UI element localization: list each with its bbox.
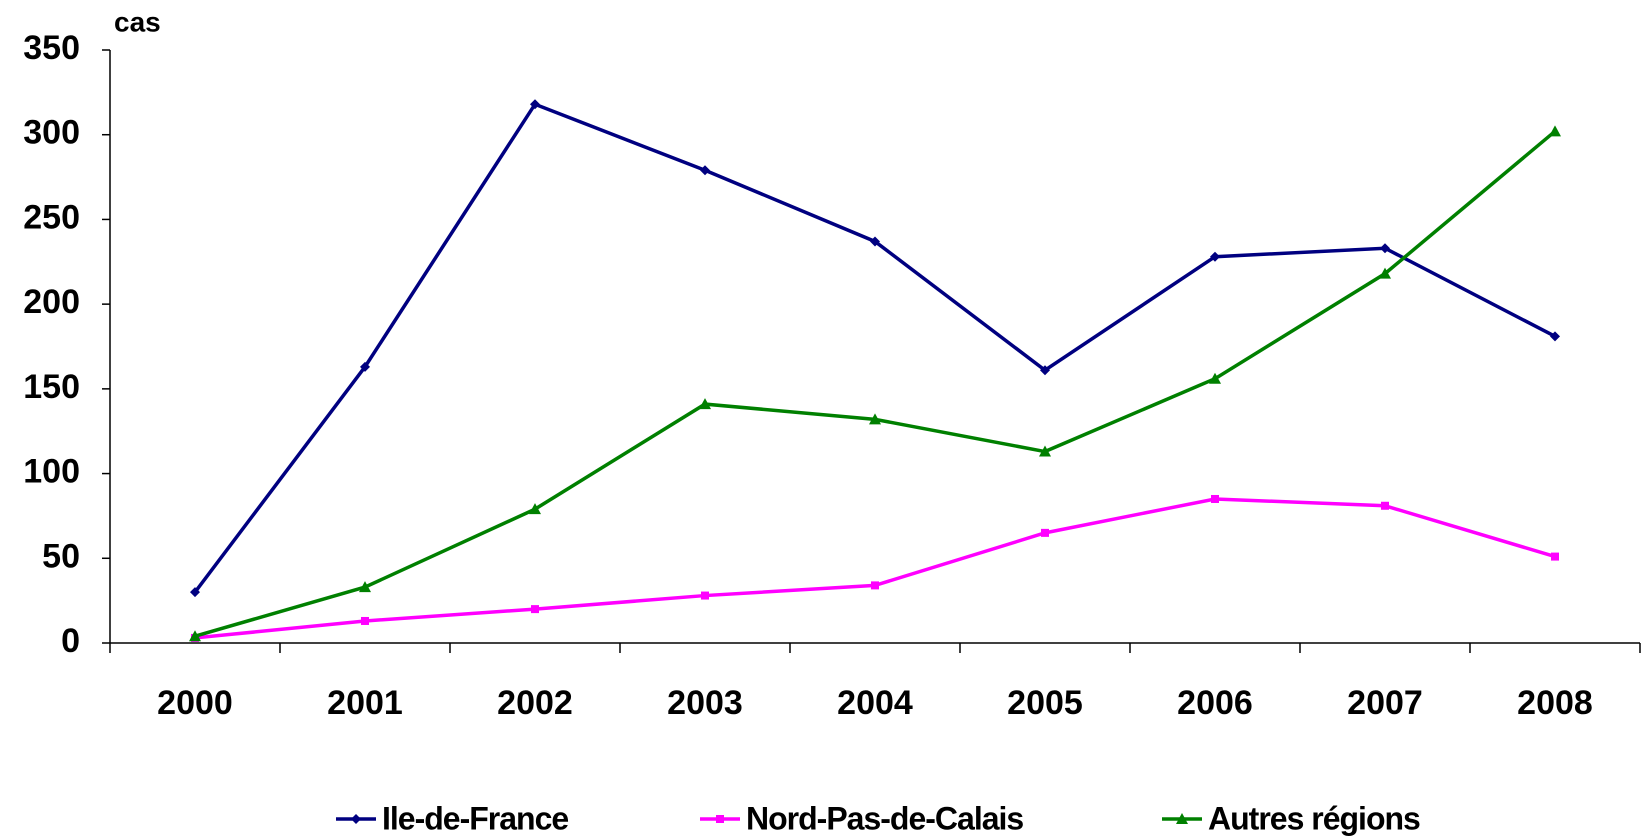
x-tick-label: 2004	[837, 684, 913, 722]
x-tick-label: 2008	[1517, 684, 1593, 722]
marker	[1550, 331, 1560, 342]
marker	[1041, 528, 1049, 537]
marker	[1039, 445, 1051, 457]
y-tick-label: 100	[23, 453, 80, 491]
marker	[1040, 365, 1050, 376]
marker	[871, 581, 879, 590]
legend-label: Nord-Pas-de-Calais	[746, 800, 1023, 836]
legend-marker	[716, 815, 724, 823]
y-tick-label: 250	[23, 198, 80, 236]
x-tick-label: 2006	[1177, 684, 1253, 722]
y-axis-label: cas	[114, 6, 161, 37]
series-line	[194, 497, 1556, 640]
x-tick-label: 2002	[497, 684, 573, 722]
y-tick-label: 50	[42, 537, 80, 575]
marker	[190, 587, 200, 598]
marker	[1209, 372, 1221, 384]
marker	[1379, 267, 1391, 279]
x-tick-label: 2007	[1347, 684, 1423, 722]
marker	[700, 165, 710, 176]
marker	[360, 361, 370, 372]
marker	[1381, 501, 1389, 510]
marker	[870, 236, 880, 247]
x-tick-label: 2000	[157, 684, 233, 722]
x-tick-label: 2003	[667, 684, 743, 722]
legend-label: Autres régions	[1208, 800, 1420, 836]
x-tick-label: 2005	[1007, 684, 1083, 722]
marker	[529, 503, 541, 515]
y-tick-label: 200	[23, 283, 80, 321]
marker	[531, 605, 539, 614]
legend-marker	[351, 814, 361, 824]
y-tick-label: 0	[61, 622, 80, 660]
y-tick-label: 300	[23, 114, 80, 152]
series-line	[194, 129, 1557, 638]
marker	[530, 99, 540, 110]
marker	[189, 630, 201, 642]
marker	[359, 581, 371, 593]
series-line	[193, 102, 1556, 594]
y-tick-label: 150	[23, 368, 80, 406]
marker	[1210, 251, 1220, 262]
x-tick-label: 2001	[327, 684, 403, 722]
marker	[1549, 125, 1561, 137]
y-tick-label: 350	[23, 29, 80, 67]
marker	[699, 398, 711, 410]
marker	[701, 591, 709, 600]
marker	[1551, 552, 1559, 561]
marker	[869, 413, 881, 425]
legend-marker	[1176, 813, 1188, 824]
marker	[1380, 243, 1390, 254]
marker	[361, 616, 369, 625]
legend-label: Ile-de-France	[382, 800, 568, 836]
marker	[1211, 494, 1219, 503]
